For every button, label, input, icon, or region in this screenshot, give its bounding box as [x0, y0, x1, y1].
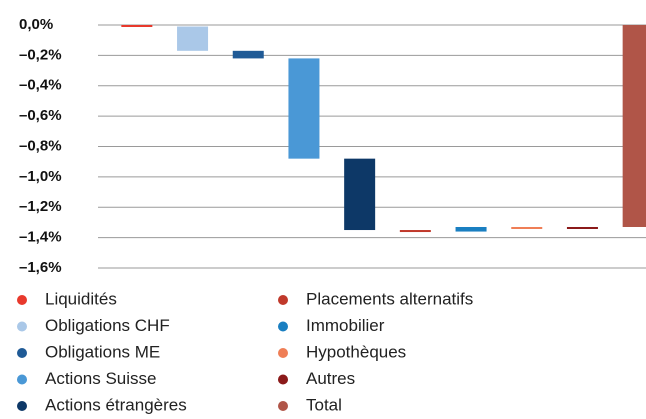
legend-marker	[278, 321, 288, 332]
bar	[455, 226, 487, 232]
legend-label: Immobilier	[306, 316, 385, 335]
legend-marker	[278, 374, 288, 385]
legend-marker	[278, 295, 288, 305]
legend-label: Autres	[306, 369, 355, 388]
legend-label: Actions étrangères	[45, 395, 187, 414]
legend-marker	[17, 401, 27, 411]
y-tick-label: –0,2%	[19, 46, 62, 63]
legend-label: Obligations CHF	[45, 316, 170, 335]
y-tick-label: –1,6%	[19, 259, 62, 276]
legend-marker	[17, 321, 27, 332]
y-tick-label: –1,2%	[19, 198, 62, 215]
bar	[121, 25, 153, 27]
legend-marker	[278, 348, 288, 358]
bar	[511, 226, 543, 229]
legend-label: Hypothèques	[306, 342, 406, 361]
y-tick-label: –1,4%	[19, 229, 62, 246]
legend-label: Obligations ME	[45, 342, 160, 361]
bar	[232, 50, 264, 59]
legend-label: Total	[306, 395, 342, 414]
legend-marker	[17, 348, 27, 358]
bar	[399, 230, 431, 233]
y-tick-label: –0,8%	[19, 137, 62, 154]
y-tick-label: –0,4%	[19, 77, 62, 94]
bar	[177, 26, 209, 51]
legend-marker	[17, 374, 27, 385]
legend-marker	[278, 401, 288, 411]
legend-label: Placements alternatifs	[306, 289, 473, 308]
legend-marker	[17, 295, 27, 305]
bar	[622, 25, 646, 227]
y-tick-label: –1,0%	[19, 168, 62, 185]
bar	[288, 58, 320, 159]
legend-label: Actions Suisse	[45, 369, 157, 388]
y-tick-label: –0,6%	[19, 107, 62, 124]
bar	[344, 158, 376, 231]
y-tick-label: 0,0%	[19, 16, 53, 33]
legend-label: Liquidités	[45, 289, 117, 308]
bar	[566, 226, 598, 229]
